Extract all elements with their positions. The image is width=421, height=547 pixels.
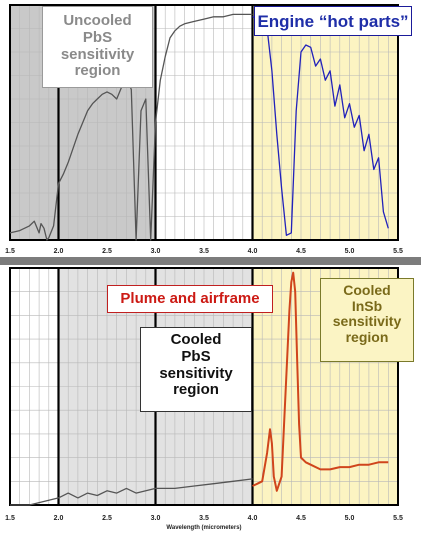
plot-frame xyxy=(9,4,399,241)
x-tick-label: 2.0 xyxy=(54,515,64,522)
panel-divider xyxy=(0,257,421,265)
series-line xyxy=(252,271,389,492)
x-tick-label: 2.5 xyxy=(102,248,112,255)
x-tick-label: 4.5 xyxy=(296,515,306,522)
hot-parts-callout: Engine “hot parts” xyxy=(254,6,412,36)
x-tick-label: 5.5 xyxy=(393,248,403,255)
x-tick-label: 2.0 xyxy=(54,248,64,255)
series-line xyxy=(9,13,253,241)
x-tick-label: 3.5 xyxy=(199,248,209,255)
x-tick-label: 4.5 xyxy=(296,248,306,255)
cooled-pbs-callout: Cooled PbS sensitivity region xyxy=(140,327,252,412)
x-tick-label: 5.5 xyxy=(393,515,403,522)
x-axis-title: Wavelength (micrometers) xyxy=(166,525,241,531)
x-tick-label: 1.5 xyxy=(5,515,15,522)
uncooled-pbs-callout: Uncooled PbS sensitivity region xyxy=(42,6,153,88)
series-line xyxy=(252,16,389,236)
x-tick-label: 3.0 xyxy=(151,248,161,255)
x-tick-label: 5.0 xyxy=(345,515,355,522)
plume-callout: Plume and airframe xyxy=(107,285,273,313)
cooled-insb-callout: Cooled InSb sensitivity region xyxy=(320,278,414,362)
x-tick-label: 4.0 xyxy=(248,515,258,522)
x-tick-label: 4.0 xyxy=(248,248,258,255)
x-tick-label: 5.0 xyxy=(345,248,355,255)
series-line xyxy=(10,478,253,506)
plot-frame xyxy=(9,267,399,506)
x-tick-label: 3.5 xyxy=(199,515,209,522)
x-tick-label: 2.5 xyxy=(102,515,112,522)
x-tick-label: 3.0 xyxy=(151,515,161,522)
x-tick-label: 1.5 xyxy=(5,248,15,255)
